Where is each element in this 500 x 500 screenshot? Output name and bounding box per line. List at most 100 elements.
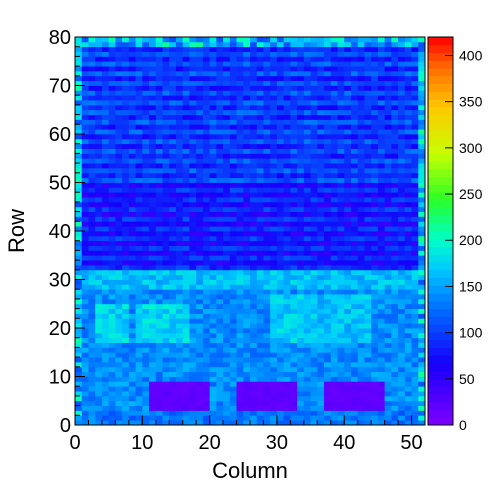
heatmap-cell — [404, 201, 412, 208]
heatmap-cell — [297, 366, 305, 373]
heatmap-cell — [303, 405, 311, 411]
heatmap-cell — [162, 85, 170, 91]
heatmap-cell — [88, 255, 96, 261]
heatmap-cell — [317, 255, 325, 261]
heatmap-cell — [108, 206, 116, 212]
heatmap-cell — [189, 172, 197, 179]
heatmap-cell — [330, 308, 338, 314]
heatmap-cell — [236, 376, 244, 382]
heatmap-cell — [303, 391, 311, 397]
heatmap-cell — [317, 308, 325, 314]
heatmap-cell — [189, 303, 197, 309]
heatmap-cell — [209, 318, 217, 324]
heatmap-cell — [344, 37, 352, 43]
heatmap-cell — [310, 41, 318, 48]
heatmap-cell — [303, 279, 311, 285]
heatmap-cell — [182, 109, 190, 115]
heatmap-cell — [88, 211, 96, 217]
heatmap-cell — [391, 95, 399, 101]
heatmap-cell — [142, 46, 150, 52]
heatmap-cell — [391, 211, 399, 217]
colorbar-swatch — [428, 277, 453, 286]
heatmap-cell — [418, 172, 426, 179]
heatmap-cell — [303, 138, 311, 145]
heatmap-cell — [236, 405, 244, 411]
heatmap-cell — [290, 124, 298, 130]
heatmap-cell — [263, 80, 271, 86]
heatmap-cell — [324, 95, 332, 101]
heatmap-cell — [303, 201, 311, 208]
heatmap-cell — [364, 153, 372, 159]
heatmap-cell — [364, 95, 372, 101]
heatmap-cell — [81, 260, 89, 266]
heatmap-cell — [350, 357, 359, 363]
heatmap-cell — [216, 279, 224, 285]
heatmap-cell — [270, 381, 278, 387]
heatmap-cell — [270, 361, 278, 368]
heatmap-cell — [411, 56, 419, 62]
heatmap-cell — [404, 192, 412, 198]
heatmap-cell — [276, 279, 285, 285]
heatmap-cell — [236, 245, 244, 251]
heatmap-cell — [216, 269, 224, 276]
heatmap-cell — [404, 37, 412, 43]
heatmap-cell — [364, 279, 372, 285]
heatmap-cell — [371, 260, 379, 266]
heatmap-cell — [263, 51, 271, 57]
heatmap-cell — [196, 250, 204, 256]
heatmap-cell — [317, 294, 325, 300]
heatmap-cell — [216, 70, 224, 77]
heatmap-cell — [276, 119, 285, 125]
heatmap-cell — [202, 100, 211, 106]
heatmap-cell — [175, 318, 184, 324]
heatmap-cell — [377, 240, 386, 246]
heatmap-cell — [250, 303, 258, 309]
heatmap-cell — [236, 308, 244, 314]
heatmap-cell — [398, 298, 406, 305]
heatmap-cell — [317, 264, 325, 271]
heatmap-cell — [270, 332, 278, 339]
heatmap-cell — [276, 211, 285, 217]
heatmap-cell — [243, 134, 251, 140]
heatmap-cell — [357, 100, 365, 106]
heatmap-cell — [175, 172, 184, 179]
heatmap-cell — [202, 381, 211, 387]
heatmap-cell — [229, 308, 237, 314]
heatmap-cell — [371, 153, 379, 159]
heatmap-cell — [175, 294, 184, 300]
heatmap-cell — [364, 143, 372, 149]
heatmap-cell — [142, 138, 150, 145]
heatmap-cell — [391, 206, 399, 212]
heatmap-cell — [263, 274, 271, 280]
heatmap-cell — [128, 124, 136, 130]
heatmap-cell — [115, 134, 123, 140]
heatmap-cell — [162, 420, 170, 426]
heatmap-cell — [384, 240, 392, 246]
heatmap-cell — [81, 313, 89, 319]
heatmap-cell — [169, 255, 177, 261]
heatmap-cell — [122, 172, 130, 179]
heatmap-cell — [330, 371, 338, 377]
heatmap-cell — [263, 260, 271, 266]
heatmap-cell — [276, 255, 285, 261]
heatmap-cell — [223, 357, 231, 363]
heatmap-cell — [317, 366, 325, 373]
heatmap-cell — [169, 95, 177, 101]
heatmap-cell — [142, 332, 150, 339]
heatmap-cell — [297, 148, 305, 154]
heatmap-cell — [101, 211, 110, 217]
heatmap-cell — [169, 342, 177, 348]
heatmap-cell — [357, 347, 365, 353]
heatmap-cell — [398, 70, 406, 77]
heatmap-cell — [391, 328, 399, 334]
heatmap-cell — [303, 211, 311, 217]
heatmap-cell — [128, 37, 136, 43]
heatmap-cell — [142, 216, 150, 222]
heatmap-cell — [297, 114, 305, 120]
heatmap-cell — [398, 51, 406, 57]
heatmap-cell — [142, 129, 150, 135]
heatmap-cell — [182, 216, 190, 222]
heatmap-cell — [88, 313, 96, 319]
heatmap-cell — [317, 85, 325, 91]
heatmap-cell — [108, 313, 116, 319]
